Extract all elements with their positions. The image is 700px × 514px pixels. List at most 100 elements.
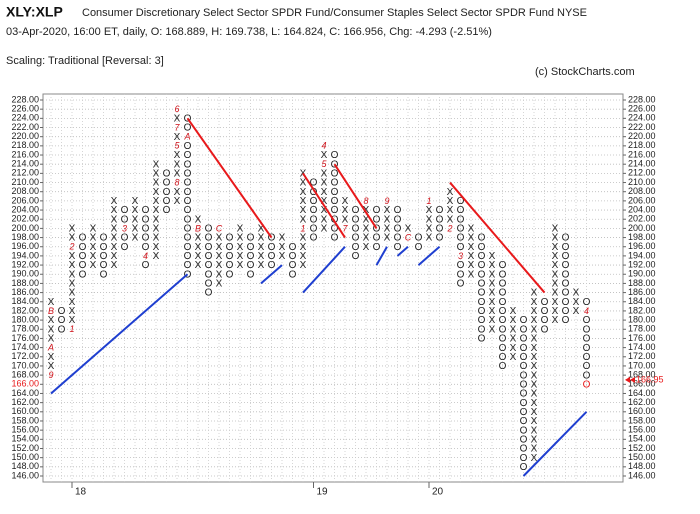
pnf-box: O xyxy=(478,251,486,262)
y-tick-label: 168.00 xyxy=(628,369,656,379)
pnf-box: X xyxy=(69,279,76,290)
pnf-box: O xyxy=(226,269,234,280)
pnf-box: O xyxy=(583,370,591,381)
y-tick-label: 210.00 xyxy=(11,177,39,187)
pnf-box: O xyxy=(520,434,528,445)
y-tick-label: 180.00 xyxy=(628,314,656,324)
month-marker: C xyxy=(216,223,223,233)
pnf-box: X xyxy=(279,233,286,244)
pnf-box: X xyxy=(321,214,328,225)
pnf-box: O xyxy=(478,269,486,280)
pnf-box: X xyxy=(48,334,55,345)
trendline xyxy=(449,181,546,294)
pnf-box: X xyxy=(321,178,328,189)
y-tick-label: 184.00 xyxy=(11,296,39,306)
pnf-box: O xyxy=(562,242,570,253)
pnf-box: X xyxy=(342,205,349,216)
pnf-box: O xyxy=(520,352,528,363)
pnf-box: X xyxy=(552,242,559,253)
pnf-box: O xyxy=(583,334,591,345)
pnf-box: X xyxy=(90,224,97,235)
y-tick-label: 152.00 xyxy=(628,443,656,453)
pnf-box: X xyxy=(489,288,496,299)
month-marker: 7 xyxy=(342,223,348,233)
pnf-box: X xyxy=(48,297,55,308)
pnf-box: X xyxy=(48,352,55,363)
pnf-box: X xyxy=(531,352,538,363)
pnf-box: O xyxy=(520,343,528,354)
y-tick-label: 212.00 xyxy=(11,168,39,178)
pnf-box: X xyxy=(552,288,559,299)
pnf-box: X xyxy=(363,224,370,235)
pnf-box: O xyxy=(541,297,549,308)
y-tick-label: 192.00 xyxy=(628,259,656,269)
pnf-box: O xyxy=(478,260,486,271)
pnf-box: O xyxy=(562,306,570,317)
pnf-box: O xyxy=(100,242,108,253)
y-tick-label: 186.00 xyxy=(628,287,656,297)
pnf-box: X xyxy=(447,187,454,198)
pnf-box: O xyxy=(562,315,570,326)
y-tick-label: 156.00 xyxy=(628,425,656,435)
pnf-box: X xyxy=(174,196,181,207)
y-tick-label: 200.00 xyxy=(628,223,656,233)
pnf-box: X xyxy=(489,324,496,335)
pnf-box: X xyxy=(300,187,307,198)
pnf-box: X xyxy=(90,260,97,271)
y-tick-label: 220.00 xyxy=(628,131,656,141)
pnf-box: O xyxy=(163,169,171,180)
pnf-box: O xyxy=(163,178,171,189)
pnf-box: X xyxy=(216,279,223,290)
pnf-box: O xyxy=(520,453,528,464)
pnf-box: X xyxy=(489,269,496,280)
pnf-box: X xyxy=(300,196,307,207)
pnf-box: X xyxy=(552,251,559,262)
pnf-box: X xyxy=(195,242,202,253)
pnf-box: O xyxy=(499,279,507,290)
pnf-box: O xyxy=(583,361,591,372)
pnf-box: X xyxy=(237,251,244,262)
pnf-box: O xyxy=(394,233,402,244)
pnf-box: O xyxy=(520,389,528,400)
y-tick-label: 226.00 xyxy=(628,104,656,114)
y-tick-label: 202.00 xyxy=(11,214,39,224)
pnf-box: O xyxy=(163,205,171,216)
pnf-box: O xyxy=(184,159,192,170)
pnf-box: O xyxy=(331,233,339,244)
pnf-box: O xyxy=(352,224,360,235)
pnf-box: X xyxy=(426,224,433,235)
y-tick-label: 214.00 xyxy=(11,159,39,169)
pnf-column: XXX xyxy=(573,288,580,317)
month-marker: C xyxy=(405,232,412,242)
pnf-box: X xyxy=(216,251,223,262)
pnf-box: X xyxy=(384,233,391,244)
pnf-box: X xyxy=(363,233,370,244)
pnf-box: X xyxy=(195,233,202,244)
pnf-box: X xyxy=(552,279,559,290)
pnf-box: O xyxy=(142,214,150,225)
y-tick-label: 168.00 xyxy=(11,369,39,379)
pnf-box: O xyxy=(247,251,255,262)
pnf-box: X xyxy=(321,169,328,180)
pnf-box: X xyxy=(510,315,517,326)
pnf-box: X xyxy=(279,242,286,253)
x-tick-label: 18 xyxy=(75,487,87,498)
pnf-box: O xyxy=(499,269,507,280)
pnf-box: X xyxy=(153,224,160,235)
pnf-box: O xyxy=(310,224,318,235)
pnf-box: X xyxy=(447,196,454,207)
pnf-box: O xyxy=(499,306,507,317)
pnf-box: O xyxy=(289,251,297,262)
pnf-box: X xyxy=(132,205,139,216)
pnf-box: O xyxy=(121,233,129,244)
pnf-box: X xyxy=(573,288,580,299)
